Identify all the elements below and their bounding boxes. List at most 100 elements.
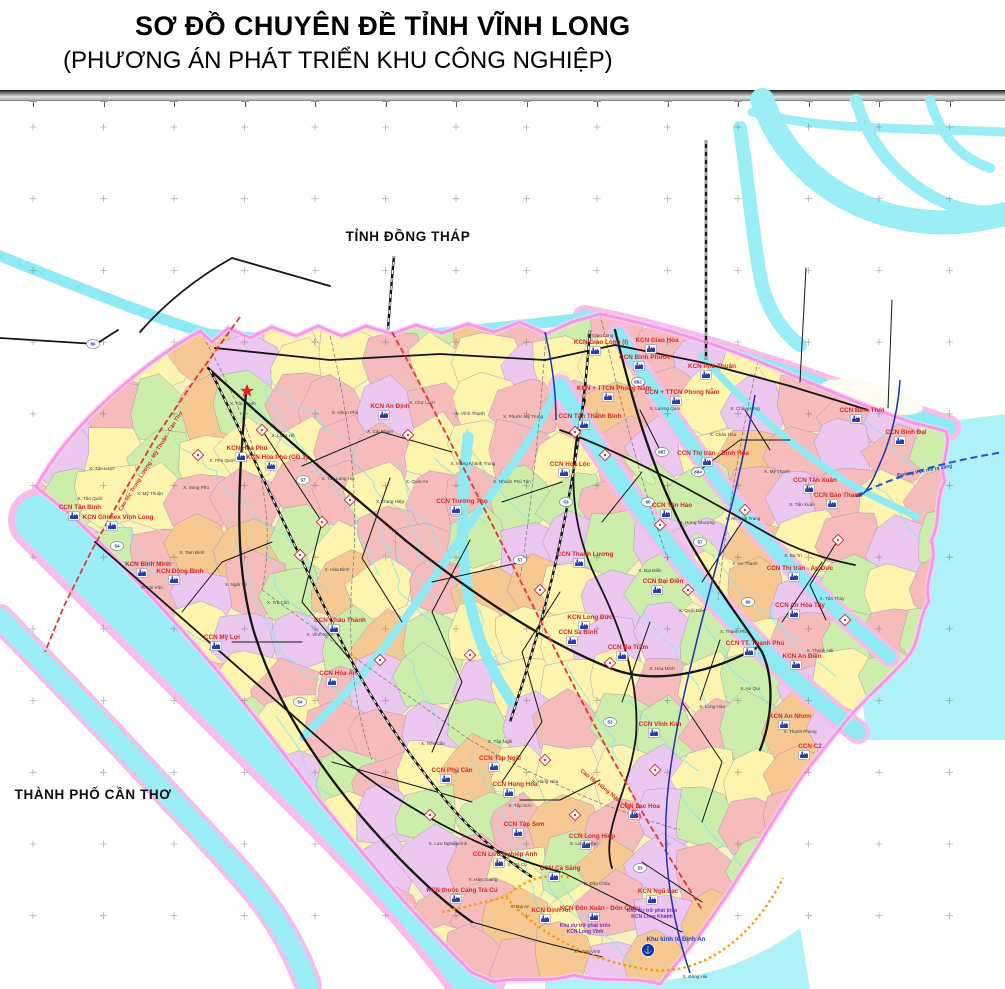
commune-cell: [74, 847, 145, 912]
factory-icon: [440, 774, 452, 784]
route-number-badge: 80: [86, 339, 100, 349]
junction-diamond-icon: [838, 613, 852, 627]
ruler-tick-label: [945, 100, 954, 102]
factory-icon: [670, 396, 682, 406]
commune-cell: [815, 743, 881, 798]
ruler-tick-label: [593, 100, 601, 102]
ruler-tick: [808, 102, 810, 107]
commune-cell: [270, 610, 331, 671]
commune-cell: [36, 921, 52, 984]
commune-cell: [905, 937, 948, 984]
stream: [174, 438, 252, 507]
junction-diamond-icon: [401, 428, 415, 442]
commune-cell: [583, 509, 647, 581]
stream: [108, 515, 158, 575]
factory-icon: [573, 558, 585, 568]
commune-cell: [74, 464, 142, 529]
factory-icon: [68, 511, 80, 521]
commune-cell: [41, 877, 105, 939]
stream: [680, 791, 748, 871]
factory-icon: [503, 788, 515, 798]
stream: [187, 944, 235, 984]
junction-diamond-icon: [568, 808, 582, 822]
factory-icon: [790, 660, 802, 670]
ruler-tick: [385, 102, 387, 107]
junction-diamond-icon: [538, 753, 552, 767]
ruler-tick-label: [170, 100, 178, 102]
junction-diamond-icon: [568, 425, 582, 439]
factory-icon: [548, 872, 560, 882]
commune-cell: [167, 932, 243, 984]
commune-cell: [36, 794, 52, 861]
ruler-tick-label: [734, 100, 742, 102]
factory-icon: [326, 677, 338, 687]
map-subtitle: (PHƯƠNG ÁN PHÁT TRIỂN KHU CÔNG NGHIỆP): [63, 47, 613, 74]
factory-icon: [894, 436, 906, 446]
stream: [273, 630, 360, 706]
factory-icon: [589, 346, 601, 356]
commune-cell: [811, 314, 881, 349]
railway-lines: [208, 140, 708, 878]
junction-diamond-icon: [343, 493, 357, 507]
commune-cell: [824, 875, 888, 942]
route-number-badge: 57: [296, 475, 310, 485]
small-streams: [108, 369, 923, 984]
ruler-tick: [174, 102, 175, 107]
ruler-tick-label: [311, 100, 319, 102]
commune-cell: [36, 336, 53, 405]
factory-icon: [628, 810, 640, 820]
commune-cell: [409, 559, 466, 616]
factory-icon: [168, 575, 180, 585]
commune-cell: [814, 919, 887, 984]
factory-icon: [700, 370, 712, 380]
stream: [262, 542, 318, 631]
ruler-tick-label: [452, 100, 460, 102]
commune-cell: [873, 737, 940, 812]
factory-icon: [803, 484, 815, 494]
commune-cell: [897, 318, 948, 396]
factory-icon: [602, 392, 614, 402]
commune-cell: [392, 641, 462, 708]
junction-diamond-icon: [293, 548, 307, 562]
junction-diamond-icon: [603, 656, 617, 670]
route-number-badge: 53: [603, 717, 617, 727]
stream: [565, 663, 626, 766]
route-number-badge: 54: [293, 697, 307, 707]
planned-routes: [44, 316, 1004, 974]
ruler-bar: [0, 90, 1005, 101]
route-number-badge: 882: [631, 377, 645, 387]
stream: [560, 880, 641, 974]
ruler-tick-label: [522, 100, 531, 102]
commune-cell: [36, 694, 56, 767]
commune-cell: [917, 890, 948, 956]
stream: [386, 540, 437, 625]
factory-icon: [578, 621, 590, 631]
ruler-tick: [738, 102, 739, 107]
route-number-badge: 60: [741, 597, 755, 607]
factory-icon: [493, 858, 505, 868]
stream: [275, 715, 333, 797]
planned-road-blue-1: [665, 394, 756, 974]
commune-cell: [756, 842, 830, 910]
stream: [384, 637, 439, 728]
factory-icon: [488, 762, 500, 772]
inner-rivers: [299, 323, 921, 744]
junction-diamond-icon: [463, 648, 477, 662]
stream: [771, 602, 836, 677]
map-title: SƠ ĐỒ CHUYÊN ĐỀ TỈNH VĨNH LONG: [135, 11, 631, 41]
commune-cell: [128, 880, 195, 941]
commune-cell: [130, 929, 194, 984]
factory-icon: [566, 636, 578, 646]
factory-icon: [660, 509, 672, 519]
factory-icon: [106, 521, 118, 531]
expressway-trung-luong-my-thuan-can-tho: [44, 316, 241, 653]
commune-cell: [163, 513, 232, 587]
port-link-dashed: [855, 451, 1004, 497]
grid-cross-marks: [29, 123, 953, 920]
junction-diamond-icon: [255, 423, 269, 437]
commune-cell: [854, 837, 931, 903]
factory-icon: [580, 840, 592, 850]
commune-cell: [394, 823, 468, 899]
